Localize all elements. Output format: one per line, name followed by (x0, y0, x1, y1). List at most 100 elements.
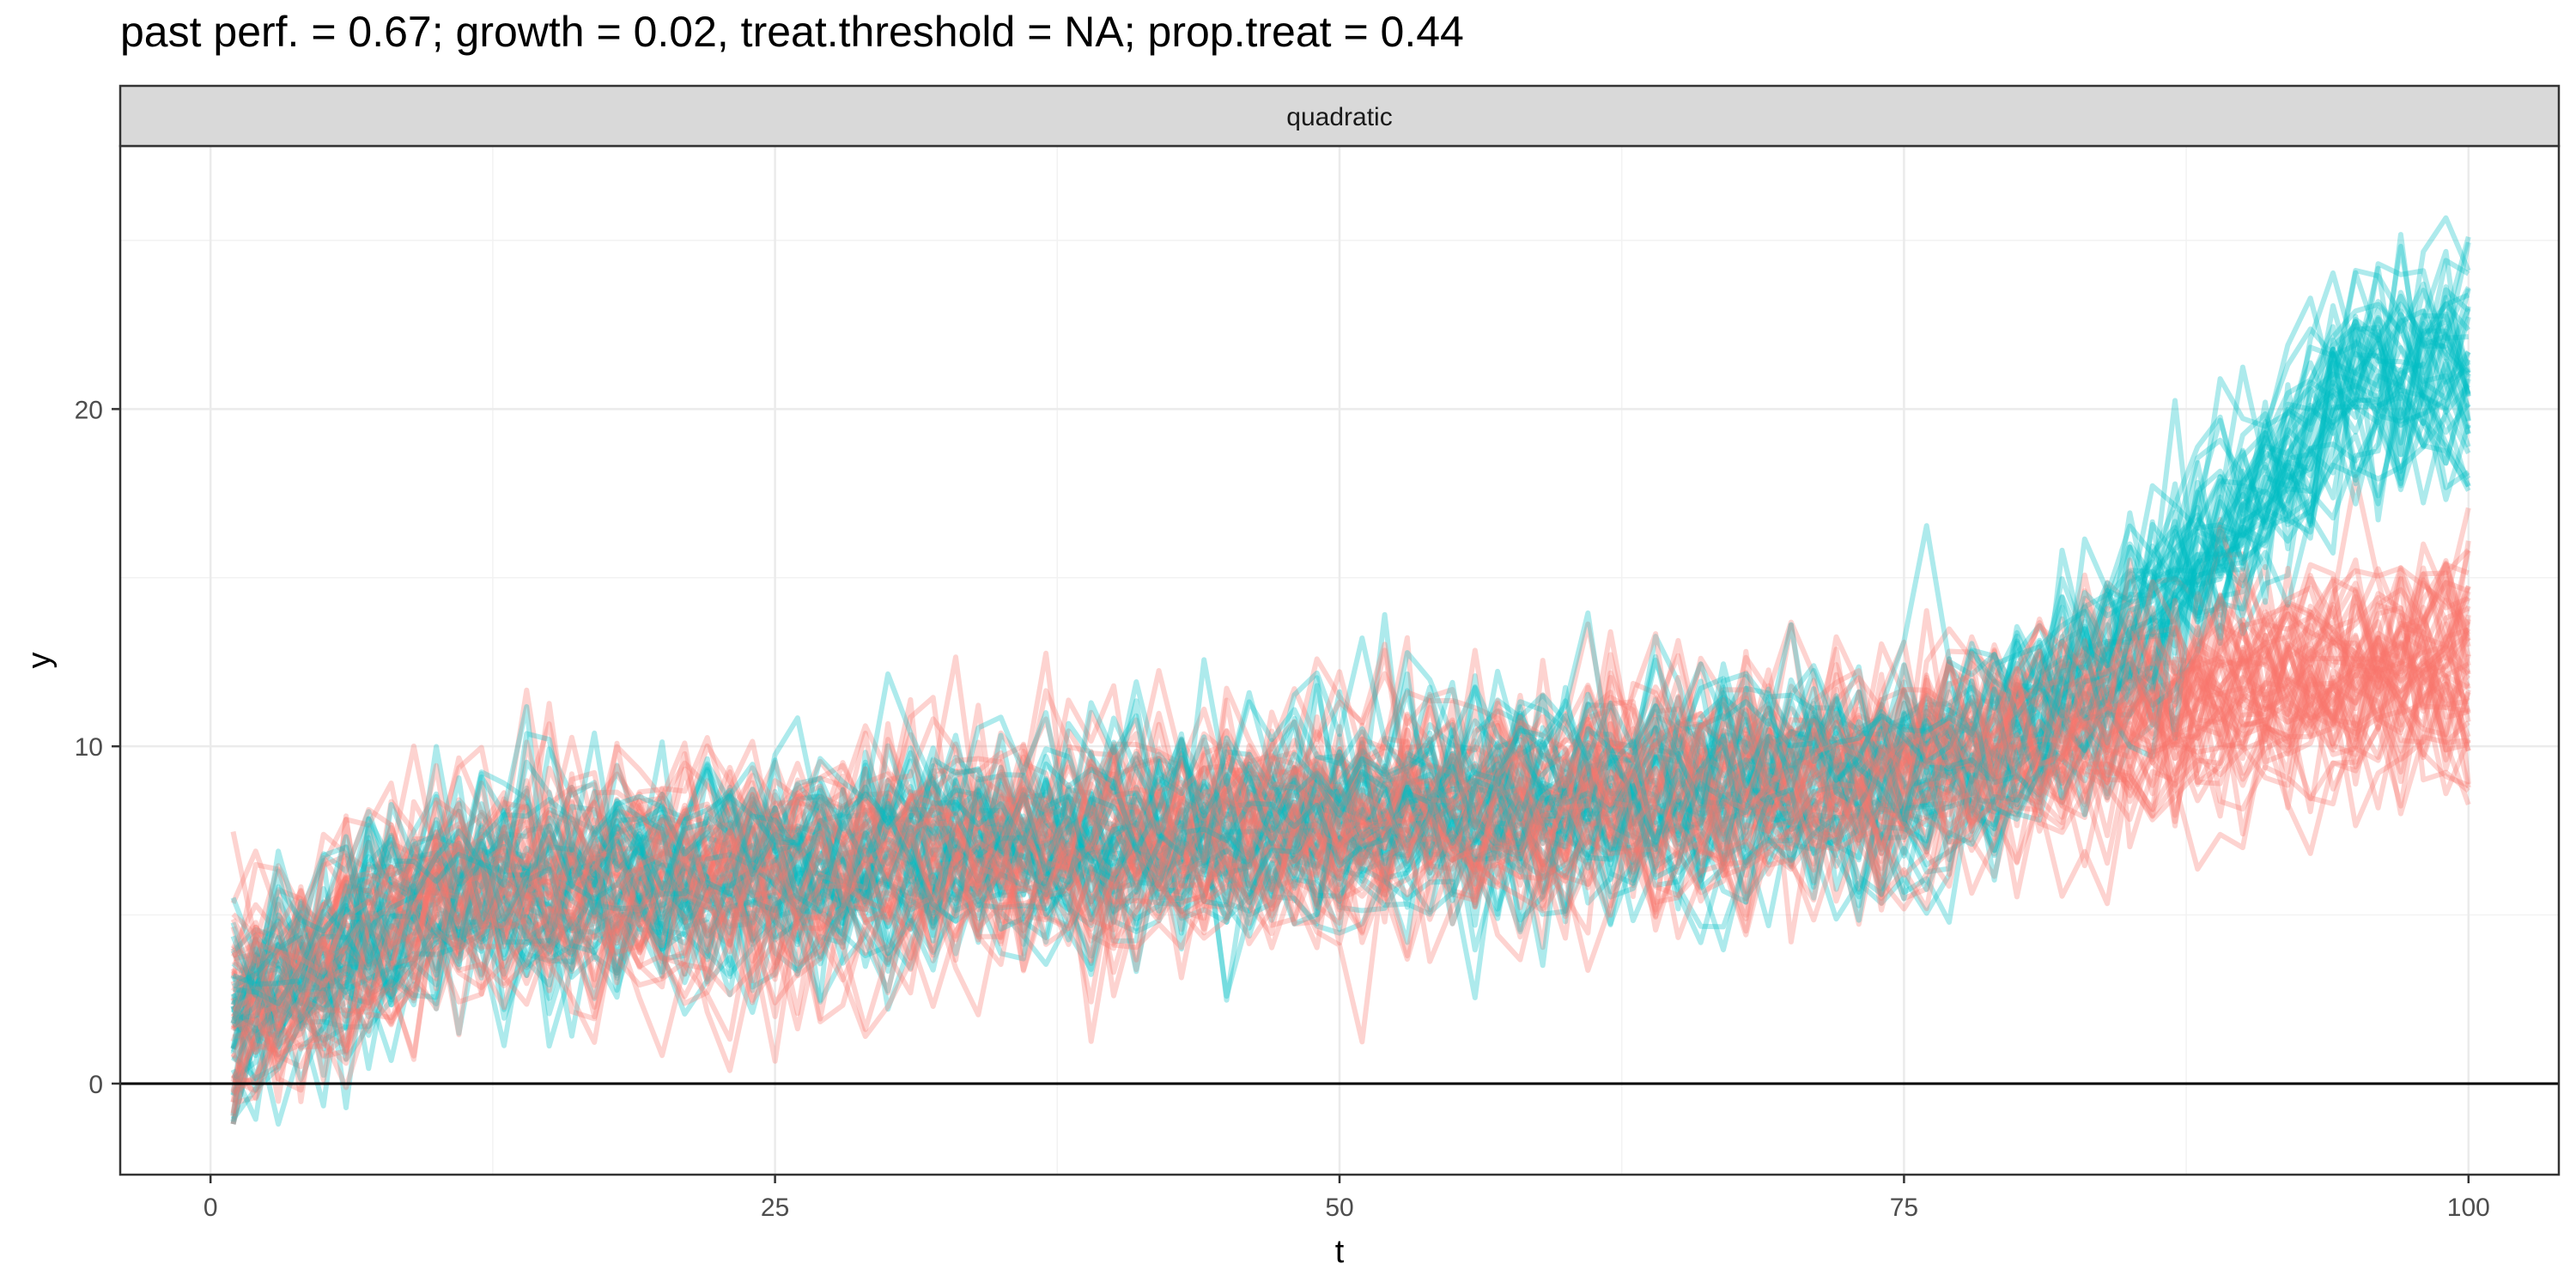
treated-series-line (230, 244, 2471, 1024)
control-series-line (231, 585, 2471, 1012)
treated-series-line (230, 286, 2471, 1054)
treated-series-line (231, 317, 2471, 1034)
control-series-line (230, 670, 2471, 1125)
control-series-line (232, 585, 2471, 1086)
control-series-line (232, 629, 2470, 1060)
series-layer (230, 215, 2471, 1127)
control-series-line (230, 557, 2471, 1007)
treated-series-line (231, 328, 2471, 1072)
control-series-line (231, 573, 2470, 1025)
treated-series-line (231, 317, 2471, 1081)
control-series-line (230, 619, 2470, 1053)
control-series-line (230, 605, 2471, 1059)
control-series-line (230, 560, 2471, 1005)
control-series-line (232, 580, 2470, 1031)
y-tick-label: 20 (75, 396, 103, 424)
control-series-line (230, 605, 2471, 1115)
control-series-line (231, 623, 2471, 1093)
control-series-line (232, 639, 2470, 1012)
x-tick-label: 25 (761, 1194, 789, 1222)
treated-series-line (231, 314, 2471, 1062)
control-series-line (230, 580, 2471, 1042)
treated-series-line (230, 328, 2471, 1122)
treated-series-line (230, 308, 2470, 1050)
control-series-line (230, 630, 2470, 1104)
treated-series-line (231, 308, 2471, 1121)
treated-series-line (232, 284, 2471, 1008)
control-series-line (232, 602, 2470, 1033)
y-axis-title: y (21, 653, 58, 669)
control-series-line (230, 507, 2471, 953)
x-tick-label: 0 (204, 1194, 218, 1222)
control-series-line (230, 517, 2471, 1009)
treated-series-line (230, 248, 2471, 1082)
control-series-line (230, 659, 2470, 1095)
x-axis: 0 25 50 75 100 (204, 1175, 2490, 1222)
control-series-line (230, 598, 2471, 1117)
control-series-line (230, 654, 2471, 1104)
x-tick-label: 75 (1890, 1194, 1918, 1222)
treated-series-line (231, 292, 2470, 1024)
control-series-line (231, 642, 2471, 1097)
treated-series-line (230, 299, 2471, 1050)
control-series-line (230, 642, 2471, 1125)
control-series-line (231, 567, 2470, 1019)
control-series-line (230, 601, 2471, 1000)
control-series-line (230, 594, 2470, 1024)
treated-series-line (231, 215, 2471, 966)
control-series-line (232, 605, 2471, 1063)
treated-series-line (230, 316, 2471, 1018)
treated-series-line (232, 346, 2471, 1035)
control-series-line (232, 640, 2471, 1094)
treated-series-line (230, 313, 2471, 1049)
control-series-line (232, 575, 2470, 1031)
treated-series-line (230, 306, 2471, 1078)
control-series-line (233, 645, 2471, 1084)
treated-series-line (230, 236, 2471, 980)
control-series-line (230, 605, 2470, 1083)
treated-series-line (230, 391, 2471, 1116)
treated-series-line (230, 288, 2471, 1093)
control-series-line (230, 631, 2470, 1056)
treated-series-line (231, 397, 2471, 1050)
treated-series-line (233, 295, 2471, 1039)
control-series-line (230, 565, 2471, 1103)
treated-series-line (232, 265, 2471, 1054)
control-series-line (231, 645, 2470, 1080)
facet-strip-label: quadratic (1286, 103, 1392, 131)
treated-series-line (233, 367, 2470, 1006)
treated-series-line (231, 261, 2471, 987)
chart-title: past perf. = 0.67; growth = 0.02, treat.… (120, 8, 1464, 56)
treated-series-line (230, 313, 2471, 999)
control-series-line (230, 584, 2471, 1005)
treated-series-line (230, 350, 2471, 1125)
treated-series-line (233, 258, 2470, 1021)
x-tick-label: 100 (2447, 1194, 2490, 1222)
facet-strip (118, 84, 2561, 148)
control-series-line (231, 562, 2470, 980)
x-tick-label: 50 (1325, 1194, 1353, 1222)
control-series-line (231, 548, 2470, 998)
y-tick-label: 0 (88, 1071, 103, 1099)
control-series-line (230, 609, 2471, 1055)
treated-series-line (230, 358, 2471, 1125)
treated-series-line (230, 311, 2471, 1097)
control-series-line (232, 562, 2471, 1106)
y-tick-label: 10 (75, 733, 103, 762)
control-series-line (231, 615, 2471, 1037)
control-series-line (231, 576, 2470, 1051)
control-series-line (232, 540, 2471, 1018)
treated-series-line (231, 289, 2471, 1052)
treated-series-line (230, 389, 2471, 1050)
treated-series-line (230, 373, 2471, 1082)
control-series-line (230, 612, 2471, 1028)
treated-series-line (231, 312, 2471, 1081)
control-series-line (230, 565, 2471, 945)
treated-series-line (230, 281, 2471, 1047)
control-series-line (230, 580, 2470, 1024)
treated-series-line (230, 350, 2471, 1058)
treated-series-line (230, 241, 2471, 998)
x-axis-title: t (1335, 1234, 1345, 1270)
treated-series-line (230, 325, 2470, 1122)
